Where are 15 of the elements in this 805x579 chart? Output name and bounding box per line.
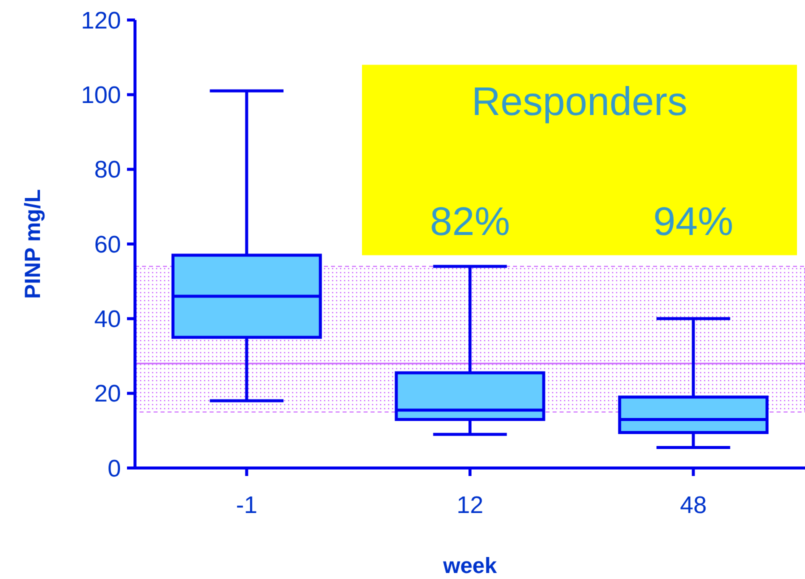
- x-tick-label: -1: [236, 492, 258, 519]
- y-tick-label: 0: [108, 455, 121, 482]
- y-tick-label: 80: [94, 156, 121, 184]
- x-tick-label: 12: [456, 492, 484, 519]
- y-tick-label: 120: [80, 7, 121, 34]
- annotation: 82%: [430, 200, 510, 244]
- y-tick-label: 60: [94, 231, 121, 258]
- x-axis-title: week: [442, 553, 498, 578]
- annotation: Responders: [472, 80, 688, 124]
- y-axis-title: PINP mg/L: [20, 189, 45, 299]
- y-tick-label: 100: [80, 82, 121, 110]
- y-tick-label: 40: [94, 306, 121, 334]
- annotation: 94%: [653, 200, 734, 244]
- y-tick-label: 20: [94, 380, 121, 408]
- x-tick-label: 48: [680, 492, 707, 519]
